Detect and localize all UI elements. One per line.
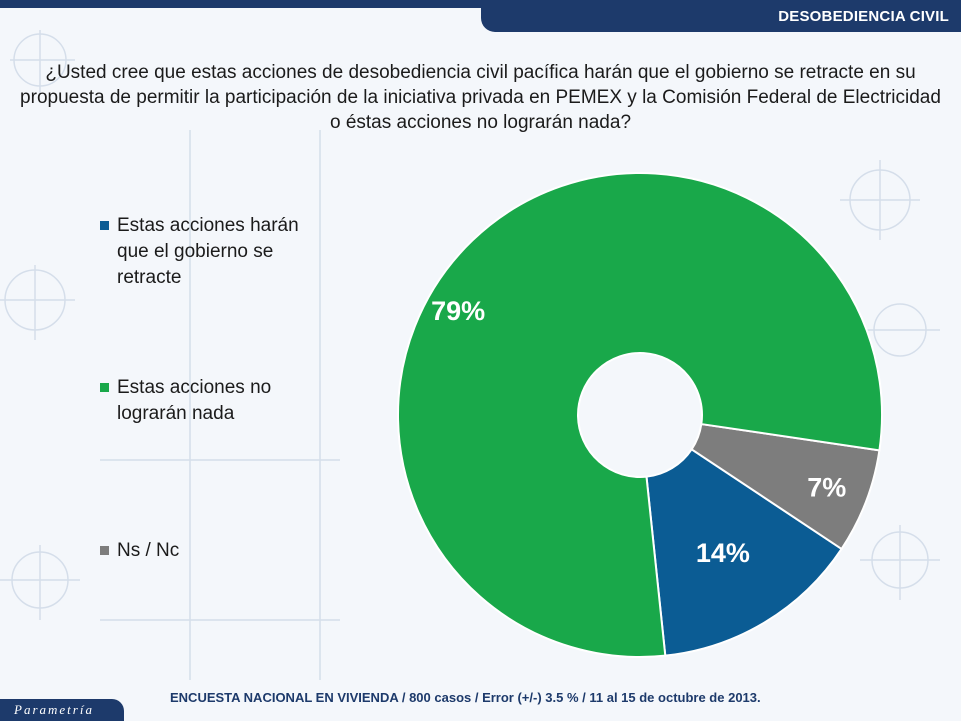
slice-label-ns-nc: 7% xyxy=(807,473,846,503)
section-title: DESOBEDIENCIA CIVIL xyxy=(778,8,949,25)
legend-label-no-lograran: Estas acciones no lograrán nada xyxy=(117,377,272,424)
legend-swatch-no-lograran xyxy=(100,383,109,392)
legend-swatch-retracte xyxy=(100,221,109,230)
top-bar xyxy=(0,0,961,8)
legend-label-ns-nc: Ns / Nc xyxy=(117,540,180,561)
legend-swatch-ns-nc xyxy=(100,546,109,555)
parametria-logo: Parametría xyxy=(0,699,124,721)
survey-question: ¿Usted cree que estas acciones de desobe… xyxy=(20,62,941,133)
logo-text: Parametría xyxy=(14,702,94,717)
slice-label-no-lograran: 79% xyxy=(431,296,485,326)
slice-no-lograran xyxy=(397,172,883,658)
legend-label-retracte: Estas acciones harán que el gobierno se … xyxy=(117,215,299,288)
slice-retracte xyxy=(645,447,843,657)
section-tab: DESOBEDIENCIA CIVIL xyxy=(481,0,961,32)
slice-label-retracte: 14% xyxy=(696,538,750,568)
survey-footnote: ENCUESTA NACIONAL EN VIVIENDA / 800 caso… xyxy=(170,690,761,705)
